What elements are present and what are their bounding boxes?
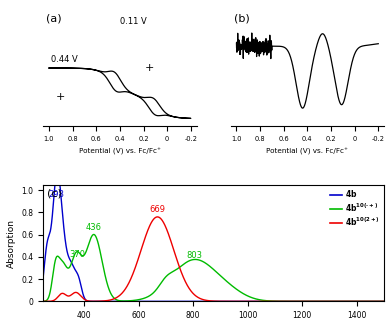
Text: 298: 298: [48, 190, 64, 199]
Legend: $\mathbf{4b}$, $\mathbf{4b}^{\mathbf{10(\bullet+)}}$, $\mathbf{4b}^{\mathbf{10(2: $\mathbf{4b}$, $\mathbf{4b}^{\mathbf{10(…: [330, 189, 380, 228]
Text: 669: 669: [149, 205, 165, 214]
Text: 0.44 V: 0.44 V: [51, 55, 78, 64]
Text: (c): (c): [47, 188, 62, 198]
Y-axis label: Absorption: Absorption: [7, 218, 16, 268]
Text: +: +: [55, 92, 65, 102]
X-axis label: Potential (V) vs. Fc/Fc⁺: Potential (V) vs. Fc/Fc⁺: [79, 148, 161, 155]
Text: 436: 436: [86, 223, 102, 232]
Text: +: +: [144, 63, 154, 73]
Text: 803: 803: [186, 251, 202, 260]
Text: (b): (b): [234, 13, 249, 23]
Text: (a): (a): [46, 13, 62, 23]
Text: 0.11 V: 0.11 V: [120, 17, 147, 26]
Text: 370: 370: [69, 250, 85, 259]
X-axis label: Potential (V) vs. Fc/Fc⁺: Potential (V) vs. Fc/Fc⁺: [267, 148, 348, 155]
